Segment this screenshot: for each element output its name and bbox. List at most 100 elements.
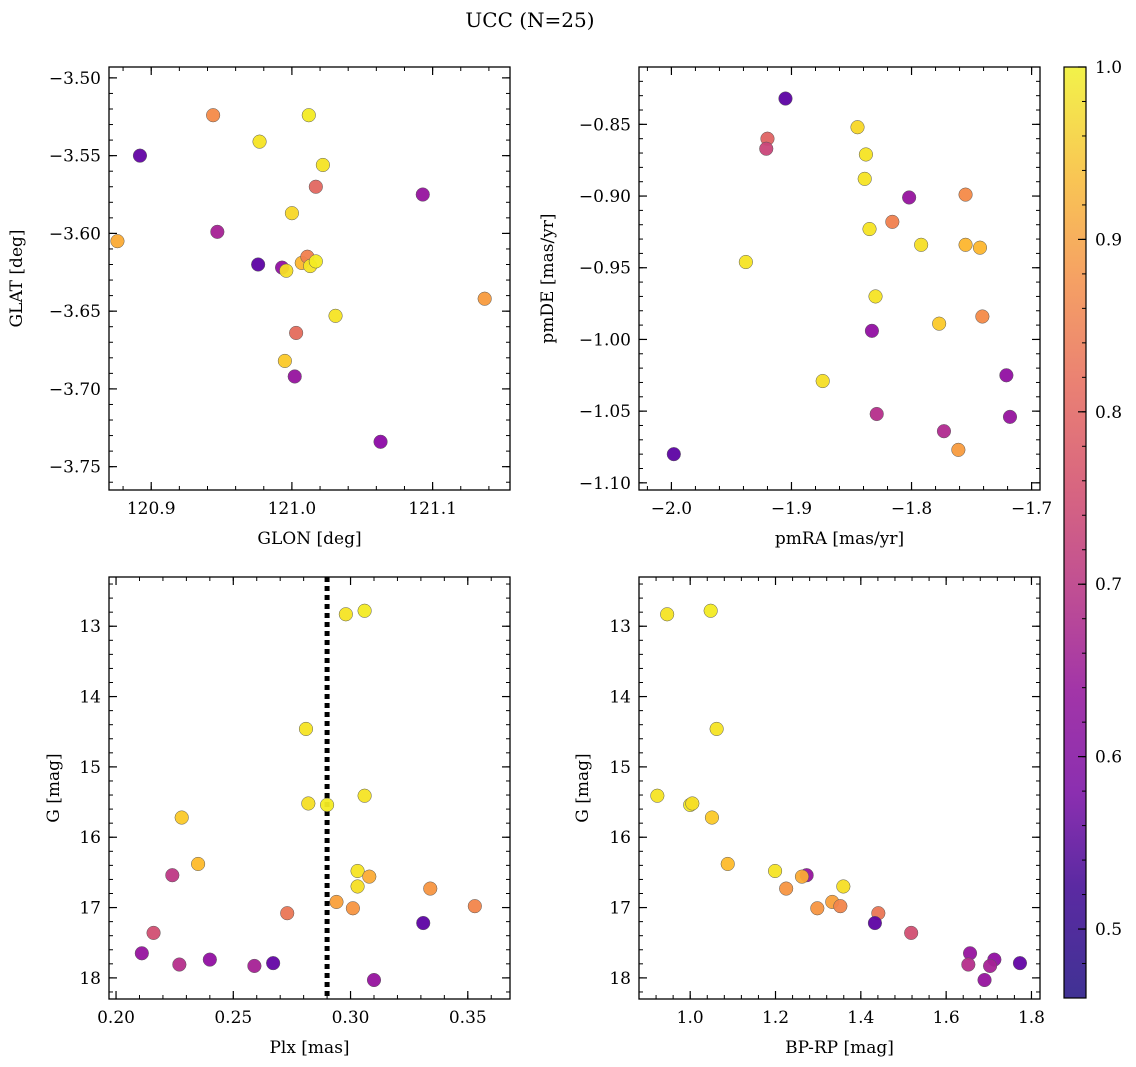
y-tick-label: −3.65 bbox=[49, 302, 101, 322]
data-point bbox=[329, 894, 344, 909]
data-point bbox=[247, 958, 262, 973]
data-point bbox=[165, 868, 180, 883]
data-point bbox=[279, 263, 294, 278]
x-tick-label: −1.9 bbox=[771, 499, 812, 519]
data-point bbox=[983, 958, 998, 973]
panel-plx-g: 0.20 0.25 0.30 0.35 13 14 15 16 17 18 Plx [mas] G [… bbox=[44, 576, 511, 1058]
data-point bbox=[738, 254, 753, 270]
y-tick-label: −3.50 bbox=[49, 69, 101, 89]
data-point bbox=[146, 925, 161, 940]
data-point bbox=[206, 108, 221, 123]
panel-pmra-pmde: −2.0 −1.9 −1.8 −1.7 −0.85 −0.90 −0.95 −1.00 −1.0… bbox=[538, 66, 1052, 549]
data-point bbox=[720, 856, 735, 872]
data-point bbox=[362, 869, 377, 884]
data-point bbox=[810, 901, 825, 916]
x-tick-label: 1.8 bbox=[1018, 1008, 1045, 1028]
data-point bbox=[308, 254, 323, 269]
data-point bbox=[850, 120, 865, 135]
data-point bbox=[685, 796, 700, 811]
y-axis-label: pmDE [mas/yr] bbox=[538, 213, 558, 343]
y-tick-label: 15 bbox=[79, 758, 101, 778]
data-point bbox=[320, 797, 335, 812]
x-tick-label: 0.30 bbox=[332, 1008, 370, 1028]
data-point bbox=[932, 316, 947, 331]
data-point bbox=[703, 603, 718, 618]
data-point bbox=[416, 915, 431, 931]
x-tick-label: −2.0 bbox=[651, 499, 692, 519]
axes-frame bbox=[638, 576, 1041, 1000]
data-point bbox=[338, 607, 353, 622]
colorbar-gradient bbox=[1063, 66, 1087, 999]
data-point bbox=[904, 925, 919, 940]
data-point bbox=[289, 325, 304, 340]
x-tick-label: −1.7 bbox=[1011, 499, 1052, 519]
data-point bbox=[972, 240, 988, 255]
data-point bbox=[134, 946, 149, 961]
x-tick-label: 1.6 bbox=[933, 1008, 960, 1028]
colorbar-tick-label: 1.0 bbox=[1095, 58, 1122, 78]
y-tick-label: 16 bbox=[609, 828, 631, 848]
data-point bbox=[277, 353, 292, 368]
y-tick-label: −0.90 bbox=[579, 187, 631, 207]
x-tick-label: 1.4 bbox=[847, 1008, 874, 1028]
x-axis-label: pmRA [mas/yr] bbox=[775, 529, 904, 549]
data-point bbox=[345, 901, 360, 916]
data-point bbox=[975, 309, 990, 324]
data-point bbox=[284, 206, 299, 221]
panel-bprp-g: 1.0 1.2 1.4 1.6 1.8 13 14 15 16 17 18 BP-RP [mag] G … bbox=[573, 576, 1045, 1058]
data-point bbox=[868, 289, 883, 304]
y-tick-label: −1.05 bbox=[579, 402, 631, 422]
data-point bbox=[423, 881, 438, 896]
data-point bbox=[287, 369, 302, 384]
data-point bbox=[210, 224, 225, 239]
data-point bbox=[202, 952, 217, 967]
y-axis-label: G [mag] bbox=[44, 753, 64, 822]
data-point bbox=[768, 863, 783, 879]
data-point bbox=[467, 899, 482, 914]
x-tick-label: 121.1 bbox=[408, 499, 457, 519]
data-point bbox=[650, 788, 665, 803]
colorbar-tick-label: 0.5 bbox=[1095, 920, 1122, 940]
x-tick-label: 0.25 bbox=[214, 1008, 252, 1028]
data-point bbox=[350, 863, 365, 879]
data-point bbox=[266, 956, 281, 971]
data-point bbox=[477, 291, 492, 306]
data-point bbox=[280, 906, 295, 921]
y-tick-label: −1.00 bbox=[579, 330, 631, 350]
figure-title: UCC (N=25) bbox=[465, 8, 594, 32]
colorbar: 0.5 0.6 0.7 0.8 0.9 1.0 bbox=[1063, 58, 1122, 999]
data-point bbox=[836, 879, 851, 894]
y-tick-label: −0.95 bbox=[579, 259, 631, 279]
axes-frame bbox=[108, 576, 511, 1000]
y-tick-label: −3.60 bbox=[49, 224, 101, 244]
x-tick-label: 120.9 bbox=[127, 499, 176, 519]
axes-frame bbox=[108, 66, 511, 491]
data-point bbox=[301, 796, 316, 811]
y-axis-label: GLAT [deg] bbox=[7, 229, 27, 327]
y-tick-label: 16 bbox=[79, 828, 101, 848]
x-tick-label: 1.2 bbox=[762, 1008, 789, 1028]
colorbar-tick-label: 0.8 bbox=[1095, 403, 1122, 423]
data-point bbox=[885, 214, 900, 229]
data-point bbox=[252, 134, 267, 149]
data-point bbox=[709, 721, 724, 736]
data-point bbox=[815, 373, 830, 389]
data-point bbox=[298, 721, 314, 736]
data-point bbox=[110, 234, 125, 249]
data-point bbox=[350, 879, 365, 894]
data-point bbox=[902, 190, 917, 205]
colorbar-tick-label: 0.6 bbox=[1095, 748, 1122, 768]
data-point bbox=[174, 810, 189, 825]
data-point bbox=[666, 447, 681, 462]
data-point bbox=[999, 368, 1014, 383]
data-point bbox=[951, 442, 966, 457]
y-tick-label: −1.10 bbox=[579, 474, 631, 494]
colorbar-ticks: 0.5 0.6 0.7 0.8 0.9 1.0 bbox=[1078, 58, 1122, 965]
x-axis-label: BP-RP [mag] bbox=[785, 1038, 894, 1058]
data-point bbox=[914, 237, 929, 252]
y-tick-label: 17 bbox=[79, 899, 101, 919]
x-tick-label: 0.35 bbox=[449, 1008, 487, 1028]
data-point bbox=[977, 972, 992, 988]
data-point bbox=[864, 323, 879, 338]
